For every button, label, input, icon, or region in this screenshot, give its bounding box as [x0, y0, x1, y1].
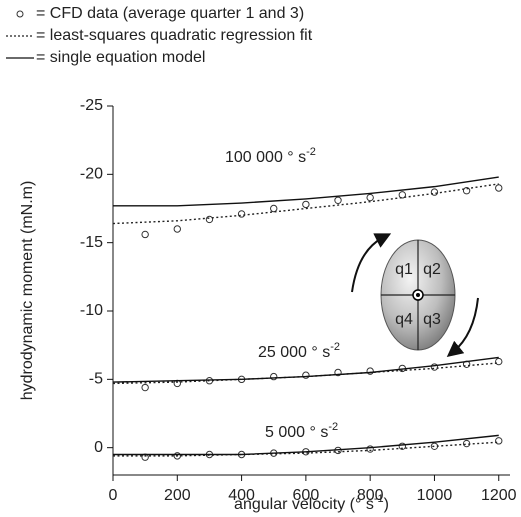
curve-label-text: 5 000 ° s	[265, 424, 328, 441]
x-tick-label: 0	[109, 487, 118, 504]
data-point	[398, 191, 407, 199]
data-point	[495, 184, 503, 192]
quadrant-label: q3	[423, 311, 441, 328]
x-tick-label: 600	[293, 487, 320, 504]
legend-marker	[16, 10, 24, 18]
legend-label: = CFD data (average quarter 1 and 3)	[36, 5, 304, 22]
superscript: -1	[374, 493, 384, 505]
ellipse-diagram: q1 q2 q4 q3	[351, 233, 479, 358]
fit-line	[113, 441, 499, 457]
curve-label: 5 000 ° s-2	[265, 421, 338, 441]
superscript: -2	[330, 341, 340, 353]
legend-label: = single equation model	[36, 49, 205, 66]
y-tick-label: 0	[94, 439, 103, 456]
superscript: -2	[306, 146, 316, 158]
data-point	[366, 367, 374, 375]
data-point	[302, 200, 310, 209]
data-point	[430, 442, 439, 450]
data-point	[495, 357, 503, 366]
fit-line	[112, 183, 499, 225]
curve-label-text: 25 000 ° s	[258, 344, 330, 361]
legend-label: = least-squares quadratic regression fit	[36, 27, 313, 44]
y-tick-label: -15	[80, 234, 103, 251]
model-line	[113, 176, 499, 207]
plot-area: -25 -20 -15 -10 -5 0 0 200 400 600 800 1000 1200 angu…	[19, 97, 516, 513]
data-point	[302, 371, 310, 379]
label-part: angular velocity (° s	[234, 496, 374, 513]
data-point	[141, 383, 149, 392]
data-point	[495, 437, 503, 445]
curve-label-text: 100 000 ° s	[225, 149, 306, 166]
curve-label: 25 000 ° s-2	[258, 341, 340, 361]
y-axis-label: hydrodynamic moment (mN.m)	[19, 181, 36, 401]
x-tick-label: 800	[357, 487, 384, 504]
curve-label: 100 000 ° s-2	[225, 146, 316, 166]
data-point	[366, 193, 374, 202]
x-tick-label: 1000	[417, 487, 453, 504]
label-part: )	[384, 496, 389, 513]
y-tick-label: -10	[80, 302, 103, 319]
rotation-arrow	[446, 297, 479, 358]
center-dot	[416, 293, 420, 297]
data-point	[270, 204, 278, 213]
quadrant-label: q4	[395, 311, 413, 328]
x-tick-label: 400	[228, 487, 255, 504]
model-line	[112, 356, 499, 383]
y-tick-label: -5	[89, 371, 103, 388]
data-point	[270, 372, 278, 381]
quadrant-label: q2	[423, 261, 441, 278]
superscript: -2	[328, 421, 338, 433]
data-point	[141, 230, 149, 239]
x-axis-label: angular velocity (° s-1)	[234, 493, 389, 513]
rotation-arrow	[351, 233, 392, 293]
data-point	[205, 215, 214, 224]
model-line	[113, 434, 499, 456]
data-point	[173, 225, 181, 233]
y-tick-label: -25	[80, 97, 103, 114]
quadrant-label: q1	[395, 261, 413, 278]
data-point	[334, 196, 342, 205]
x-tick-label: 1200	[481, 487, 517, 504]
legend: = CFD data (average quarter 1 and 3) = le…	[6, 5, 313, 66]
x-tick-label: 200	[164, 487, 191, 504]
y-tick-label: -20	[80, 166, 103, 183]
fit-line	[112, 362, 499, 385]
